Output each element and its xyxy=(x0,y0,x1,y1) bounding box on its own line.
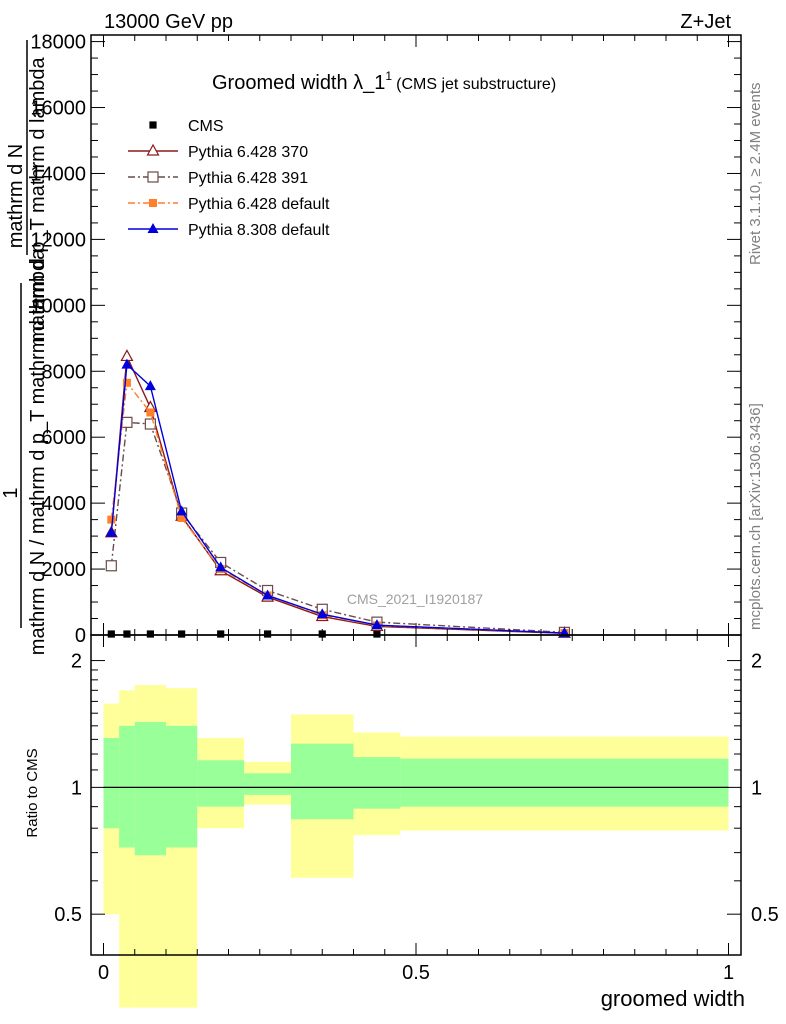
ylabel-num: mathrm d N xyxy=(5,144,27,248)
legend-item-cms: CMS xyxy=(149,118,224,135)
legend: CMS Pythia 6.428 370 Pythia 6.428 391 Pythi… xyxy=(128,118,330,239)
data-point xyxy=(144,380,156,391)
series-2 xyxy=(105,416,571,638)
ylabel-extra: mathrm d p_T mathrm d lambda xyxy=(27,56,49,342)
series-line xyxy=(110,353,565,635)
x-tick-label: 1 xyxy=(723,962,734,984)
legend-item-p370: Pythia 6.428 370 xyxy=(128,143,308,161)
ratio-band-green xyxy=(103,737,120,829)
data-point xyxy=(176,505,188,516)
legend-label: Pythia 8.308 default xyxy=(188,222,330,239)
ratio-band-green xyxy=(119,725,135,848)
data-point xyxy=(144,418,156,430)
series-line xyxy=(110,363,565,634)
ratio-band-green xyxy=(244,773,291,795)
y-tick-label: 6000 xyxy=(42,427,87,449)
title-main: Groomed width xyxy=(212,72,353,94)
legend-item-p6def: Pythia 6.428 default xyxy=(128,196,330,213)
y-tick-label: 12000 xyxy=(30,229,86,251)
ratio-tick-label-left: 1 xyxy=(71,777,82,799)
data-point xyxy=(262,589,274,600)
data-point xyxy=(316,608,328,619)
series-line xyxy=(110,381,565,634)
ratio-tick-label-right: 0.5 xyxy=(751,904,779,926)
y-tick-label: 18000 xyxy=(30,32,86,54)
ratio-band-green xyxy=(353,757,401,809)
data-point xyxy=(146,408,155,417)
ratio-band-green xyxy=(134,721,166,856)
header-left: 13000 GeV pp xyxy=(104,11,233,33)
legend-item-p8def: Pythia 8.308 default xyxy=(128,222,330,239)
y-tick-label: 10000 xyxy=(30,295,86,317)
data-point xyxy=(107,515,116,524)
data-point xyxy=(105,526,117,537)
side-rivet: Rivet 3.1.10, ≥ 2.4M events xyxy=(747,83,764,266)
ratio-label: Ratio to CMS xyxy=(24,748,41,837)
ratio-tick-label-right: 1 xyxy=(751,777,762,799)
ratio-band-green xyxy=(291,743,354,820)
legend-label: CMS xyxy=(188,118,224,135)
data-point xyxy=(149,121,157,129)
ylabel-one: 1 xyxy=(0,487,22,498)
ratio-band-green xyxy=(400,758,729,807)
watermark: CMS_2021_I1920187 xyxy=(347,591,483,607)
data-point xyxy=(263,630,272,638)
data-point xyxy=(107,630,115,638)
ratio-tick-label-right: 2 xyxy=(751,651,762,673)
y-tick-label: 8000 xyxy=(42,361,87,383)
y-tick-label: 0 xyxy=(75,625,86,647)
data-point xyxy=(105,560,117,572)
ylabel-den: mathrm d N / mathrm d p_T mathrm d lambd… xyxy=(27,248,49,655)
side-mcplots: mcplots.cern.ch [arXiv:1306.3436] xyxy=(747,403,764,630)
ratio-tick-label-left: 2 xyxy=(71,651,82,673)
legend-label: Pythia 6.428 391 xyxy=(188,170,308,187)
data-point xyxy=(149,199,157,207)
title-lambda: λ_1 xyxy=(353,72,385,94)
header-right: Z+Jet xyxy=(680,11,731,33)
y-tick-label: 2000 xyxy=(42,559,87,581)
legend-label: Pythia 6.428 370 xyxy=(188,144,308,161)
series-4 xyxy=(105,358,570,638)
data-point xyxy=(146,630,154,638)
legend-label: Pythia 6.428 default xyxy=(188,196,330,213)
legend-item-p391: Pythia 6.428 391 xyxy=(128,170,308,187)
data-point xyxy=(122,378,131,387)
axes: 0 0.5 1 0 2000 4000 6000 8000 10000 12000 14000 160… xyxy=(30,32,778,984)
y-tick-label: 16000 xyxy=(30,98,86,120)
data-point xyxy=(146,143,160,156)
plot-title: Groomed width λ_11 (CMS jet substructure) xyxy=(212,69,556,94)
x-tick-label: 0 xyxy=(98,962,109,984)
data-point xyxy=(123,630,131,638)
ratio-band-green xyxy=(197,760,245,807)
series-line xyxy=(110,421,565,634)
y-tick-label: 14000 xyxy=(30,163,86,185)
xlabel: groomed width xyxy=(601,986,745,1011)
data-point xyxy=(373,630,381,638)
ratio-bands xyxy=(103,684,729,1008)
title-paren: (CMS jet substructure) xyxy=(396,76,556,93)
data-point xyxy=(217,630,225,638)
data-point xyxy=(121,358,133,369)
main-series xyxy=(104,349,571,638)
data-point xyxy=(147,171,159,183)
x-tick-label: 0.5 xyxy=(402,962,430,984)
data-point xyxy=(215,561,227,572)
y-tick-label: 4000 xyxy=(42,493,87,515)
data-point xyxy=(178,630,186,638)
title-sup: 1 xyxy=(385,69,392,83)
ratio-band-green xyxy=(166,725,198,848)
data-point xyxy=(371,619,383,630)
data-point xyxy=(147,223,159,233)
ratio-tick-label-left: 0.5 xyxy=(54,904,82,926)
data-point xyxy=(177,513,186,522)
